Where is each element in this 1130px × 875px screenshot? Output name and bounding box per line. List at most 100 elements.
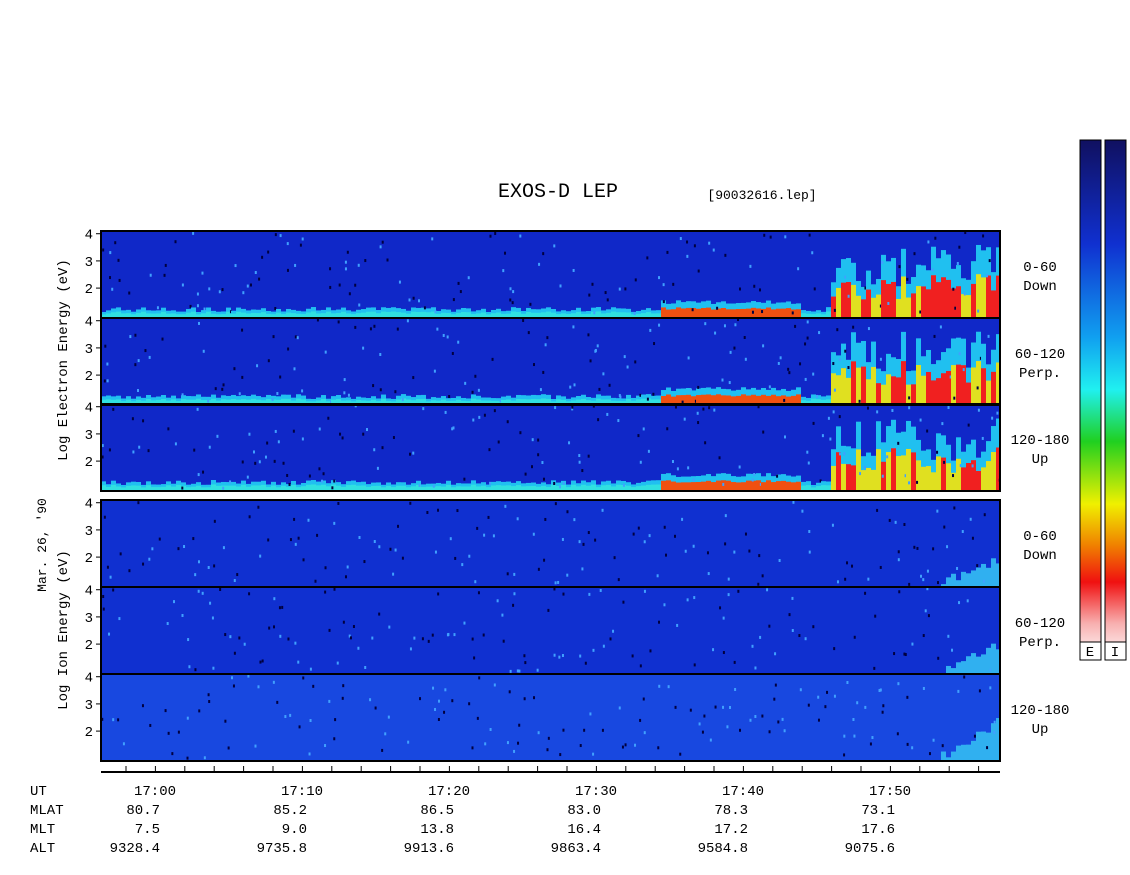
spectrogram-noise: [174, 442, 177, 446]
spectrogram-noise: [798, 634, 801, 638]
spectrogram-noise: [769, 235, 772, 239]
spectrogram-band: [101, 399, 106, 405]
spectrogram-band: [141, 311, 146, 318]
y-tick-label: 3: [85, 342, 93, 358]
spectrogram-noise: [342, 620, 345, 624]
spectrogram-noise: [421, 637, 424, 641]
spectrogram-band: [966, 656, 971, 674]
spectrogram-noise: [592, 404, 595, 408]
y-tick-label: 4: [85, 584, 93, 600]
spectrogram-band: [806, 485, 811, 491]
spectrogram-band: [766, 395, 771, 405]
spectrogram-band: [421, 311, 426, 318]
spectrogram-noise: [502, 639, 505, 643]
spectrogram-band: [931, 275, 936, 318]
spectrogram-noise: [557, 580, 560, 584]
spectrogram-band: [291, 400, 296, 405]
spectrogram-band: [221, 314, 226, 318]
spectrogram-band: [836, 452, 841, 491]
spectrogram-noise: [697, 421, 700, 425]
spectrogram-band: [961, 294, 966, 318]
spectrogram-noise: [347, 393, 350, 397]
spectrogram-noise: [513, 592, 516, 596]
spectrogram-band: [396, 485, 401, 491]
spectrogram-band: [151, 400, 156, 405]
spectrogram-noise: [517, 741, 520, 745]
spectrogram-noise: [208, 700, 211, 704]
spectrogram-noise: [293, 517, 296, 521]
spectrogram-noise: [916, 546, 919, 550]
spectrogram-noise: [799, 688, 802, 692]
spectrogram-noise: [444, 688, 447, 692]
spectrogram-noise: [163, 273, 166, 277]
spectrogram-band: [426, 312, 431, 318]
spectrogram-noise: [181, 393, 184, 397]
spectrogram-noise: [806, 336, 809, 340]
spectrogram-noise: [843, 452, 846, 456]
spectrogram-noise: [959, 464, 962, 468]
spectrogram-noise: [114, 241, 117, 245]
spectrogram-noise: [672, 282, 675, 286]
spectrogram-band: [801, 400, 806, 405]
spectrogram-noise: [679, 752, 682, 756]
spectrogram-noise: [608, 383, 611, 387]
spectrogram-noise: [913, 252, 916, 256]
spectrogram-noise: [958, 245, 961, 249]
spectrogram-noise: [397, 524, 400, 528]
spectrogram-band: [961, 744, 966, 761]
spectrogram-noise: [369, 327, 372, 331]
colorbar-label: E: [1086, 645, 1094, 661]
spectrogram-band: [841, 368, 846, 405]
spectrogram-noise: [634, 360, 637, 364]
spectrogram-band: [396, 399, 401, 405]
spectrogram-noise: [537, 453, 540, 457]
spectrogram-noise: [531, 465, 534, 469]
spectrogram-noise: [606, 412, 609, 416]
spectrogram-noise: [221, 387, 224, 391]
spectrogram-noise: [173, 600, 176, 604]
orbit-value: 9913.6: [404, 841, 454, 857]
spectrogram-band: [396, 312, 401, 318]
spectrogram-noise: [791, 596, 794, 600]
spectrogram-noise: [879, 357, 882, 361]
spectrogram-noise: [504, 504, 507, 508]
spectrogram-band: [496, 485, 501, 491]
spectrogram-noise: [457, 281, 460, 285]
spectrogram-band: [146, 313, 151, 318]
spectrogram-noise: [666, 427, 669, 431]
spectrogram-band: [611, 486, 616, 491]
spectrogram-noise: [437, 592, 440, 596]
spectrogram-band: [596, 398, 601, 405]
spectrogram-band: [106, 486, 111, 491]
spectrogram-noise: [118, 278, 121, 282]
spectrogram-band: [251, 485, 256, 491]
spectrogram-noise: [694, 399, 697, 403]
spectrogram-band: [901, 276, 906, 318]
spectrogram-noise: [777, 720, 780, 724]
spectrogram-noise: [808, 550, 811, 554]
spectrogram-noise: [989, 668, 992, 672]
spectrogram-noise: [151, 547, 154, 551]
spectrogram-noise: [333, 521, 336, 525]
spectrogram-band: [956, 364, 961, 405]
spectrogram-noise: [286, 268, 289, 272]
spectrogram-noise: [856, 701, 859, 705]
spectrogram-noise: [334, 718, 337, 722]
spectrogram-band: [676, 395, 681, 405]
spectrogram-noise: [643, 540, 646, 544]
spectrogram-band: [991, 643, 996, 674]
spectrogram-noise: [197, 473, 200, 477]
spectrogram-band: [121, 487, 126, 491]
spectrogram-noise: [137, 389, 140, 393]
spectrogram-band: [671, 396, 676, 405]
spectrogram-noise: [593, 311, 596, 315]
spectrogram-noise: [588, 293, 591, 297]
spectrogram-noise: [112, 407, 115, 411]
spectrogram-noise: [631, 654, 634, 658]
spectrogram-band: [871, 297, 876, 318]
spectrogram-noise: [691, 308, 694, 312]
spectrogram-noise: [698, 722, 701, 726]
spectrogram-band: [556, 399, 561, 405]
spectrogram-band: [316, 313, 321, 318]
spectrogram-noise: [109, 276, 112, 280]
